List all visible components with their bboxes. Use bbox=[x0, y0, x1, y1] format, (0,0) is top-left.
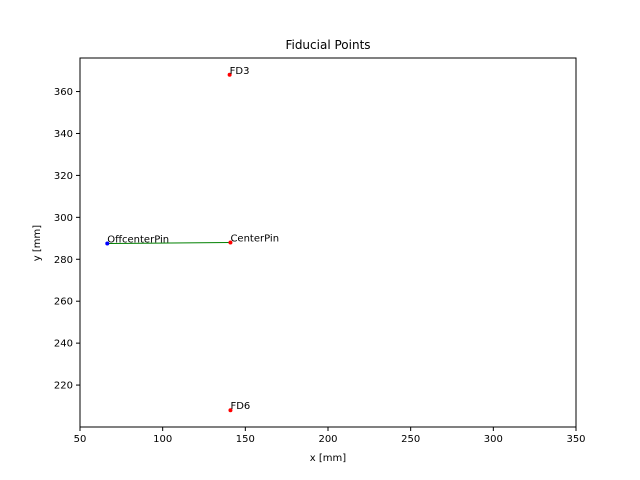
x-tick-label: 250 bbox=[401, 434, 420, 445]
x-tick-label: 150 bbox=[236, 434, 255, 445]
x-tick-label: 350 bbox=[566, 434, 585, 445]
data-point bbox=[228, 240, 233, 245]
point-label: FD3 bbox=[230, 66, 250, 77]
y-tick-label: 240 bbox=[54, 339, 73, 350]
chart-title: Fiducial Points bbox=[285, 38, 370, 52]
y-tick-label: 220 bbox=[54, 381, 73, 392]
data-point bbox=[227, 72, 232, 77]
y-tick-label: 360 bbox=[54, 87, 73, 98]
connector-line bbox=[107, 242, 231, 245]
x-tick-label: 100 bbox=[153, 434, 172, 445]
x-axis-label: x [mm] bbox=[310, 453, 346, 464]
point-label: CenterPin bbox=[230, 234, 279, 245]
y-tick-label: 300 bbox=[54, 213, 73, 224]
point-label: OffcenterPin bbox=[107, 235, 169, 246]
x-tick-label: 200 bbox=[318, 434, 337, 445]
plot-frame bbox=[79, 57, 577, 428]
y-tick-label: 260 bbox=[54, 297, 73, 308]
y-axis-ticks: 220 240 260 280 300 320 340 360 bbox=[54, 87, 80, 392]
x-axis-ticks: 50 100 150 200 250 300 350 bbox=[74, 427, 586, 445]
point-label: FD6 bbox=[230, 401, 250, 412]
y-tick-label: 280 bbox=[54, 255, 73, 266]
y-axis-label: y [mm] bbox=[32, 225, 43, 261]
y-tick-label: 320 bbox=[54, 171, 73, 182]
x-tick-label: 50 bbox=[74, 434, 87, 445]
x-tick-label: 300 bbox=[484, 434, 503, 445]
plot-marks: FD3 CenterPin OffcenterPin FD6 bbox=[105, 66, 279, 413]
data-point bbox=[228, 408, 233, 413]
data-point bbox=[105, 241, 110, 246]
y-tick-label: 340 bbox=[54, 129, 73, 140]
